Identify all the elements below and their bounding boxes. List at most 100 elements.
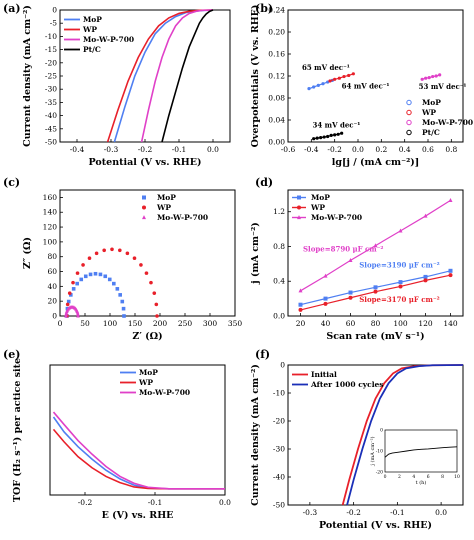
y-tick-label: 0 bbox=[280, 361, 285, 370]
legend-label-e: MoP bbox=[139, 368, 158, 377]
legend-label-a: Pt/C bbox=[83, 45, 101, 54]
data-point bbox=[323, 273, 328, 278]
y-axis-label: Z″ (Ω) bbox=[22, 237, 33, 269]
fit-line bbox=[421, 74, 440, 80]
x-tick-label: -0.4 bbox=[70, 145, 85, 154]
y-tick-label: 0 bbox=[52, 312, 57, 321]
y-tick-label: 1.2 bbox=[273, 207, 285, 216]
nyquist-point bbox=[87, 256, 92, 261]
tafel-slope-label: 53 mV dec⁻¹ bbox=[419, 82, 467, 91]
y-tick-label: 80 bbox=[47, 252, 57, 261]
inset-x-tick: 0 bbox=[384, 474, 387, 480]
slope-label: Slope=8790 μF cm⁻² bbox=[303, 245, 383, 254]
legend-marker-d bbox=[297, 195, 301, 200]
x-axis-label: lg[j / (mA cm⁻²)] bbox=[332, 157, 420, 168]
x-tick-label: 100 bbox=[103, 319, 118, 328]
nyquist-point bbox=[154, 302, 159, 307]
y-tick-label: 20 bbox=[47, 297, 57, 306]
inset-y-tick: 0 bbox=[380, 428, 383, 434]
inset-frame bbox=[384, 429, 458, 473]
legend-marker-b bbox=[406, 129, 412, 136]
series-line-mop bbox=[52, 416, 225, 490]
data-point bbox=[373, 243, 378, 248]
y-tick-label: 40 bbox=[47, 282, 57, 291]
legend-label-c: Mo-W-P-700 bbox=[157, 213, 208, 222]
x-tick-label: -0.2 bbox=[327, 145, 342, 154]
panel-label: (b) bbox=[255, 2, 273, 15]
legend-label-a: WP bbox=[82, 25, 97, 34]
y-tick-label: 0.16 bbox=[268, 50, 285, 59]
y-tick-label: 0.0 bbox=[273, 312, 285, 321]
x-tick-label: 20 bbox=[296, 319, 306, 328]
panel-label: (d) bbox=[255, 176, 273, 189]
nyquist-point bbox=[75, 310, 80, 315]
nyquist-point bbox=[76, 313, 80, 318]
panel-f: (f) -0.3 -0.2 -0.1 0.0 0 -10 -20 -30 -40 -50 Potent… bbox=[250, 348, 464, 531]
legend-marker-c bbox=[142, 205, 146, 210]
y-tick-label: 0 bbox=[52, 6, 57, 15]
legend-marker-b bbox=[406, 119, 412, 126]
x-tick-label: 150 bbox=[128, 319, 143, 328]
y-tick-label: 120 bbox=[43, 223, 58, 232]
legend-label-b: Mo-W-P-700 bbox=[422, 118, 473, 127]
inset-y-label: j (mA cm⁻²) bbox=[369, 436, 376, 466]
y-axis-label: Current density (mA cm⁻²) bbox=[22, 5, 33, 147]
y-axis-label: j (mA cm⁻²) bbox=[250, 222, 261, 284]
nyquist-point bbox=[132, 256, 137, 261]
nyquist-point bbox=[107, 277, 112, 282]
legend-label-b: Pt/C bbox=[422, 128, 440, 137]
nyquist-point bbox=[118, 293, 122, 297]
tafel-slope-label: 34 mV dec⁻¹ bbox=[313, 121, 361, 130]
slope-label: Slope=3170 μF cm⁻² bbox=[359, 295, 439, 304]
y-tick-label: 0.12 bbox=[268, 72, 285, 81]
x-tick-label: 60 bbox=[346, 319, 356, 328]
y-tick-label: -45 bbox=[45, 124, 57, 133]
nyquist-point bbox=[110, 247, 114, 252]
x-axis-label: E (V) vs. RHE bbox=[102, 510, 174, 521]
legend-label-e: WP bbox=[138, 378, 153, 387]
legend-marker-c bbox=[142, 195, 146, 200]
data-point bbox=[448, 198, 453, 203]
data-point bbox=[423, 274, 428, 279]
x-tick-label: -0.3 bbox=[104, 145, 119, 154]
nyquist-point bbox=[88, 272, 93, 277]
nyquist-point bbox=[79, 277, 84, 282]
x-tick-label: 0.0 bbox=[352, 145, 364, 154]
series-line-wp bbox=[106, 9, 214, 143]
x-tick-label: 350 bbox=[228, 319, 243, 328]
y-tick-label: 0.00 bbox=[268, 138, 285, 147]
y-tick-label: -50 bbox=[273, 501, 285, 510]
inset-x-tick: 10 bbox=[454, 474, 460, 480]
legend-label-b: MoP bbox=[422, 98, 441, 107]
panel-c: (c) 0 50 100 150 200 250 300 350 0 20 40 60 80 100 120 1… bbox=[3, 176, 242, 342]
legend-label-b: WP bbox=[421, 108, 436, 117]
x-tick-label: -0.1 bbox=[148, 498, 162, 507]
legend-label-c: WP bbox=[156, 203, 171, 212]
x-tick-label: 0.8 bbox=[445, 145, 457, 154]
series-line-wp bbox=[52, 428, 225, 490]
plot-frame-c bbox=[59, 189, 236, 317]
y-tick-label: -40 bbox=[45, 111, 57, 120]
y-tick-label: 0.20 bbox=[268, 28, 285, 37]
data-point bbox=[398, 228, 403, 233]
inset-y-tick: -20 bbox=[376, 470, 383, 476]
tafel-slope-label: 64 mV dec⁻¹ bbox=[342, 82, 390, 91]
inset-x-tick: 4 bbox=[412, 474, 415, 480]
y-tick-label: -20 bbox=[45, 58, 57, 67]
y-axis-label: Current density (mA cm⁻²) bbox=[250, 364, 261, 506]
x-tick-label: 0.0 bbox=[435, 508, 447, 517]
x-tick-label: 120 bbox=[418, 319, 433, 328]
x-tick-label: 0.0 bbox=[207, 145, 219, 154]
nyquist-point bbox=[98, 272, 103, 277]
plot-frame-e bbox=[49, 364, 226, 496]
legend-label-f: Initial bbox=[311, 370, 337, 379]
nyquist-point bbox=[83, 274, 88, 279]
panel-label: (f) bbox=[255, 348, 270, 361]
data-point bbox=[398, 284, 403, 289]
data-point bbox=[348, 295, 353, 300]
y-tick-label: -50 bbox=[45, 138, 57, 147]
panel-label: (e) bbox=[3, 348, 20, 361]
y-tick-label: 0.8 bbox=[273, 242, 285, 251]
x-tick-label: 40 bbox=[321, 319, 331, 328]
nyquist-point bbox=[144, 271, 149, 275]
